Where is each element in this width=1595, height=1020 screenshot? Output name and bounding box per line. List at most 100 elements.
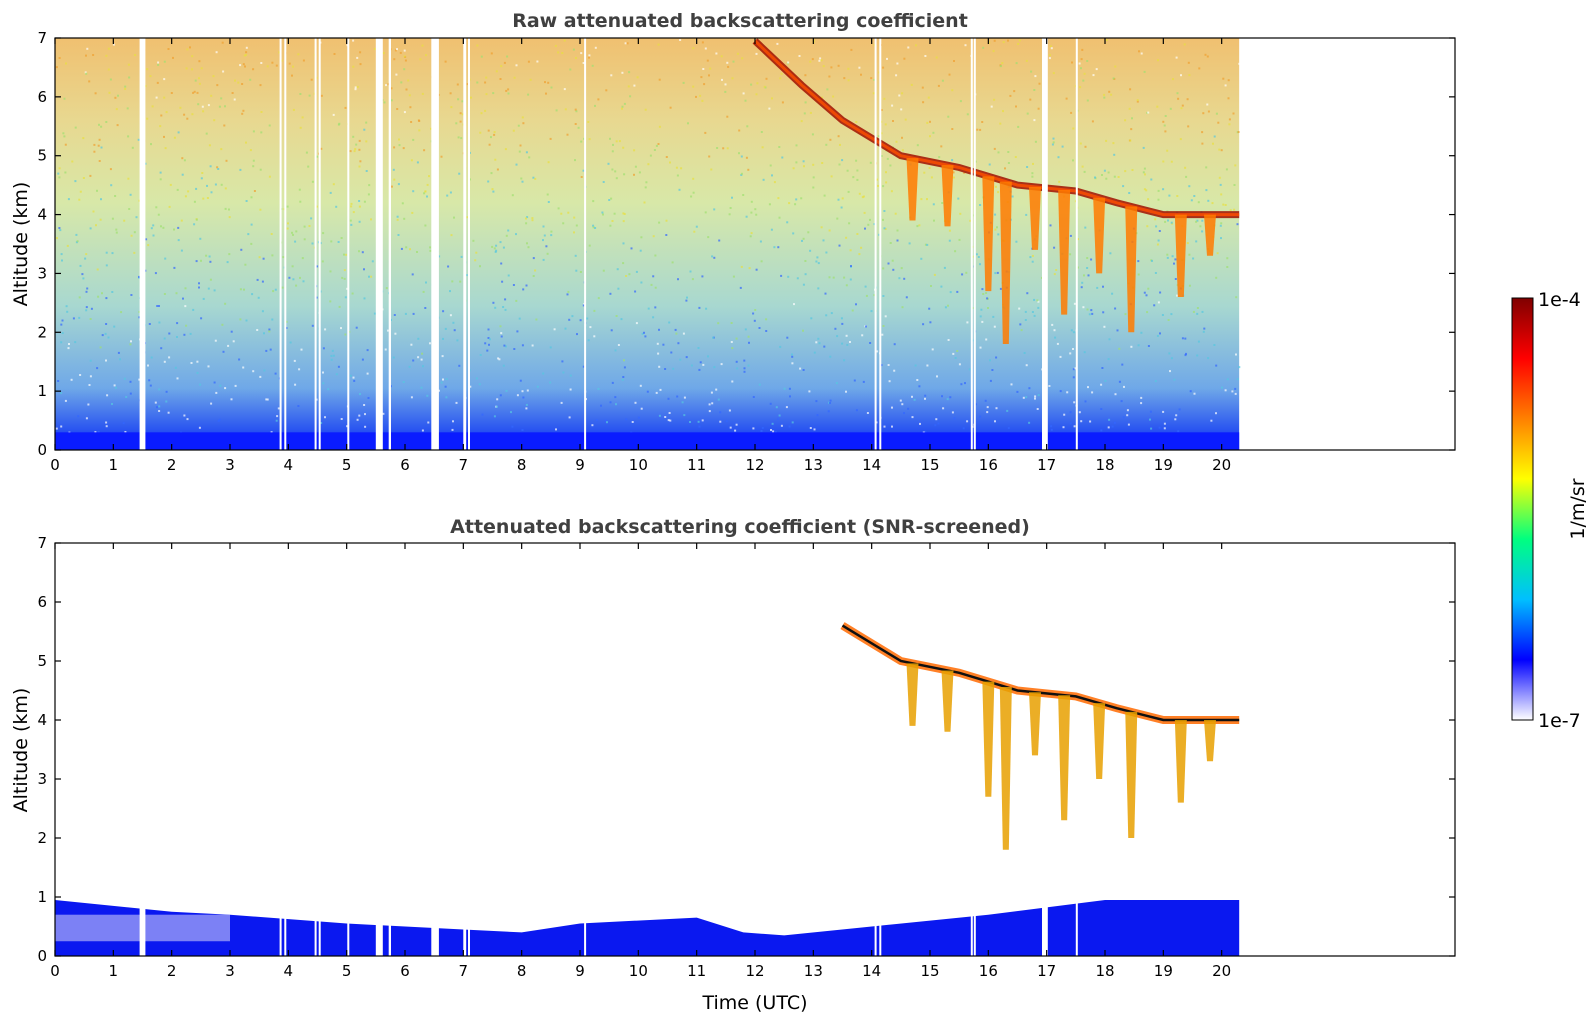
x-tick-label: 14 — [862, 456, 881, 474]
screened-precip-streak — [1093, 703, 1106, 779]
y-tick-label: 6 — [37, 593, 47, 611]
panel-2-x-axis: 0 1 2 3 4 5 6 7 8 9 10 11 12 13 14 15 16 17 18 19 20 — [50, 543, 1231, 980]
panel-2-frame — [54, 542, 1456, 957]
screened-data-gap — [388, 897, 391, 956]
raw-data-gap — [973, 38, 976, 450]
x-tick-label: 12 — [745, 962, 764, 980]
colorbar-unit-label: 1/m/sr — [1567, 478, 1589, 539]
x-axis-label: Time (UTC) — [701, 992, 807, 1014]
raw-data-gap — [139, 38, 146, 450]
panel-2-y-label: Altitude (km) — [10, 688, 32, 813]
raw-data-gap — [1075, 38, 1078, 450]
screened-cloud-top — [841, 624, 1240, 722]
y-tick-label: 1 — [37, 888, 47, 906]
x-tick-label: 0 — [50, 456, 60, 474]
x-tick-label: 1 — [109, 456, 119, 474]
x-tick-label: 11 — [687, 456, 706, 474]
panel-2-title: Attenuated backscattering coefficient (S… — [450, 516, 1030, 538]
x-tick-label: 0 — [50, 962, 60, 980]
raw-data-gap — [284, 38, 287, 450]
screened-data-gap — [1075, 897, 1078, 956]
x-tick-label: 11 — [687, 962, 706, 980]
raw-precip-streak — [1125, 206, 1138, 333]
screened-data-gap — [314, 897, 317, 956]
raw-background-field — [55, 38, 1240, 450]
raw-backscatter-heatmap — [55, 38, 1241, 450]
x-tick-label: 7 — [459, 962, 469, 980]
x-tick-label: 18 — [1095, 456, 1114, 474]
y-tick-label: 1 — [37, 382, 47, 400]
screened-data-gap — [279, 897, 282, 956]
y-tick-label: 7 — [37, 534, 47, 552]
screened-data-gap — [375, 897, 383, 956]
x-tick-label: 9 — [575, 456, 585, 474]
raw-surface-band — [55, 432, 1240, 450]
y-tick-label: 7 — [37, 29, 47, 47]
raw-precip-streak — [1058, 189, 1071, 315]
x-tick-label: 8 — [517, 456, 527, 474]
panel-1-x-axis: 0 1 2 3 4 5 6 7 8 9 10 11 12 13 14 15 16 17 18 19 20 — [50, 38, 1231, 474]
y-tick-label: 6 — [37, 88, 47, 106]
raw-precip-streak — [1093, 197, 1106, 274]
x-tick-label: 20 — [1212, 456, 1231, 474]
x-tick-label: 4 — [284, 456, 294, 474]
y-tick-label: 3 — [37, 264, 47, 282]
colorbar-gradient — [1511, 297, 1534, 721]
y-tick-label: 0 — [37, 947, 47, 965]
y-tick-label: 5 — [37, 652, 47, 670]
y-tick-label: 2 — [37, 829, 47, 847]
screened-data-gap — [139, 897, 146, 956]
raw-cloud-layer-core — [753, 39, 1240, 217]
raw-precip-streak — [1029, 186, 1041, 250]
panel-2-y-axis: 0 1 2 3 4 5 6 7 — [37, 534, 1455, 965]
raw-data-gap — [463, 38, 467, 450]
screened-data-gap — [468, 897, 470, 956]
x-tick-label: 3 — [225, 962, 235, 980]
x-tick-label: 6 — [400, 962, 410, 980]
colorbar: 1e-4 1e-7 1/m/sr — [1511, 289, 1589, 732]
screened-precip-streak — [1204, 720, 1216, 762]
x-tick-label: 12 — [745, 456, 764, 474]
screened-data-gap — [431, 897, 439, 956]
y-tick-label: 0 — [37, 441, 47, 459]
x-tick-label: 15 — [920, 962, 939, 980]
raw-data-gap — [347, 38, 350, 450]
raw-precip-streak — [1204, 214, 1216, 256]
x-tick-label: 16 — [979, 456, 998, 474]
colorbar-min-label: 1e-7 — [1538, 710, 1581, 732]
screened-data-gap — [1042, 897, 1048, 956]
screened-data-gap — [970, 897, 973, 956]
raw-data-gap — [318, 38, 321, 450]
panel-1-y-axis: 0 1 2 3 4 5 6 7 — [37, 29, 1455, 459]
x-tick-label: 14 — [862, 962, 881, 980]
y-tick-label: 4 — [37, 711, 47, 729]
x-tick-label: 2 — [167, 456, 177, 474]
screened-data-gap — [347, 897, 350, 956]
x-tick-label: 10 — [629, 962, 648, 980]
snr-screened-panel: Attenuated backscattering coefficient (S… — [10, 516, 1456, 1014]
screened-data-gap — [874, 897, 877, 956]
screened-data-gap — [318, 897, 321, 956]
x-tick-label: 18 — [1095, 962, 1114, 980]
y-tick-label: 4 — [37, 206, 47, 224]
screened-precip-streak — [1174, 720, 1187, 803]
raw-precip-streak — [906, 158, 919, 221]
x-tick-label: 13 — [804, 962, 823, 980]
raw-data-gap — [314, 38, 317, 450]
panel-1-y-label: Altitude (km) — [10, 182, 32, 307]
raw-data-gap — [1042, 38, 1048, 450]
x-tick-label: 10 — [629, 456, 648, 474]
x-tick-label: 9 — [575, 962, 585, 980]
raw-data-gap — [874, 38, 877, 450]
x-tick-label: 3 — [225, 456, 235, 474]
x-tick-label: 2 — [167, 962, 177, 980]
x-tick-label: 19 — [1154, 962, 1173, 980]
x-tick-label: 6 — [400, 456, 410, 474]
screened-data-gap — [879, 897, 882, 956]
y-tick-label: 3 — [37, 770, 47, 788]
x-tick-label: 20 — [1212, 962, 1231, 980]
y-tick-label: 2 — [37, 323, 47, 341]
x-tick-label: 17 — [1037, 962, 1056, 980]
screened-data-gap — [584, 897, 587, 956]
